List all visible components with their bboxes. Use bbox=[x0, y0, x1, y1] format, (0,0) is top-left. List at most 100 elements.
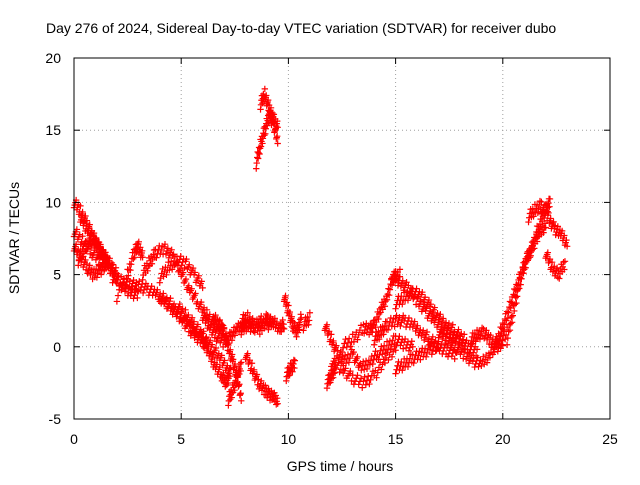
data-point bbox=[350, 338, 358, 345]
x-tick-label: 15 bbox=[388, 431, 404, 447]
data-point bbox=[467, 341, 474, 348]
data-point bbox=[249, 315, 256, 322]
data-point bbox=[274, 140, 281, 147]
data-point bbox=[85, 225, 93, 232]
data-point bbox=[244, 309, 251, 316]
data-point bbox=[429, 333, 436, 340]
y-tick-label: 20 bbox=[45, 50, 61, 66]
data-point bbox=[114, 276, 121, 284]
data-point bbox=[554, 274, 562, 281]
data-point bbox=[182, 275, 190, 283]
data-point bbox=[199, 284, 206, 292]
data-point bbox=[434, 340, 441, 347]
data-point bbox=[73, 226, 81, 233]
data-point bbox=[451, 328, 458, 335]
data-point bbox=[380, 331, 387, 338]
data-point bbox=[561, 266, 568, 273]
data-point bbox=[504, 314, 512, 322]
data-point bbox=[109, 265, 116, 273]
data-point bbox=[291, 357, 299, 364]
data-point bbox=[92, 234, 100, 241]
data-point bbox=[344, 339, 352, 346]
y-tick-label: -5 bbox=[49, 411, 62, 427]
data-point bbox=[261, 132, 268, 139]
data-point bbox=[505, 328, 512, 335]
data-point bbox=[260, 90, 267, 98]
data-point bbox=[114, 292, 122, 299]
data-point bbox=[429, 347, 436, 354]
data-point bbox=[323, 321, 331, 328]
data-point bbox=[460, 337, 467, 344]
data-point bbox=[219, 322, 227, 329]
data-point bbox=[263, 310, 270, 318]
data-point bbox=[389, 319, 396, 326]
data-point bbox=[427, 300, 435, 308]
data-point bbox=[506, 327, 514, 334]
data-point bbox=[378, 343, 385, 350]
data-point bbox=[144, 267, 151, 275]
data-point bbox=[343, 343, 350, 351]
data-point bbox=[262, 315, 269, 322]
data-point bbox=[499, 319, 506, 327]
data-point bbox=[262, 382, 269, 389]
data-point bbox=[388, 353, 396, 361]
data-point bbox=[341, 340, 348, 347]
axis-ticks: 0 5 10 15 20 25 -5 0 5 10 15 20 bbox=[45, 50, 618, 447]
data-point bbox=[400, 345, 407, 352]
data-point bbox=[150, 251, 157, 258]
data-point bbox=[502, 331, 510, 339]
data-point bbox=[206, 311, 213, 318]
data-point bbox=[345, 335, 353, 342]
data-point bbox=[417, 356, 424, 363]
data-point bbox=[392, 370, 399, 377]
data-point bbox=[422, 353, 430, 361]
data-point bbox=[544, 249, 552, 256]
data-point bbox=[224, 362, 231, 369]
y-axis-label: SDTVAR / TECUs bbox=[6, 182, 22, 294]
data-point bbox=[75, 262, 82, 269]
data-point bbox=[179, 269, 187, 276]
data-point bbox=[264, 312, 271, 319]
data-point bbox=[102, 249, 109, 256]
data-point bbox=[478, 324, 486, 332]
data-point bbox=[446, 335, 454, 342]
data-point bbox=[127, 261, 135, 268]
data-point bbox=[517, 268, 524, 276]
data-point bbox=[84, 246, 91, 253]
data-point bbox=[437, 311, 444, 318]
data-point bbox=[246, 313, 254, 321]
data-point bbox=[112, 270, 119, 277]
data-point bbox=[440, 347, 447, 355]
data-point bbox=[212, 328, 219, 335]
data-point bbox=[505, 309, 512, 316]
data-point bbox=[528, 238, 536, 246]
data-point bbox=[550, 218, 557, 226]
data-point bbox=[176, 300, 183, 308]
data-point bbox=[475, 363, 482, 370]
data-point bbox=[167, 258, 175, 265]
data-point bbox=[531, 245, 538, 252]
data-point bbox=[264, 96, 272, 104]
data-point bbox=[334, 347, 341, 354]
data-point bbox=[405, 347, 413, 354]
data-point bbox=[553, 226, 561, 233]
data-point bbox=[414, 294, 421, 301]
data-point bbox=[406, 288, 414, 296]
data-point bbox=[203, 306, 211, 314]
data-point bbox=[360, 377, 367, 385]
data-point bbox=[386, 286, 394, 293]
data-point bbox=[399, 277, 406, 284]
data-point bbox=[442, 337, 450, 344]
data-point bbox=[498, 330, 505, 338]
data-point bbox=[445, 320, 453, 327]
data-point bbox=[538, 198, 545, 206]
data-point bbox=[86, 221, 93, 228]
data-point bbox=[516, 285, 523, 292]
data-point bbox=[551, 225, 558, 232]
data-point bbox=[269, 109, 276, 117]
data-point bbox=[440, 330, 448, 337]
data-point bbox=[385, 292, 393, 299]
data-point bbox=[335, 359, 342, 366]
data-point bbox=[420, 327, 427, 334]
data-point bbox=[514, 286, 522, 293]
